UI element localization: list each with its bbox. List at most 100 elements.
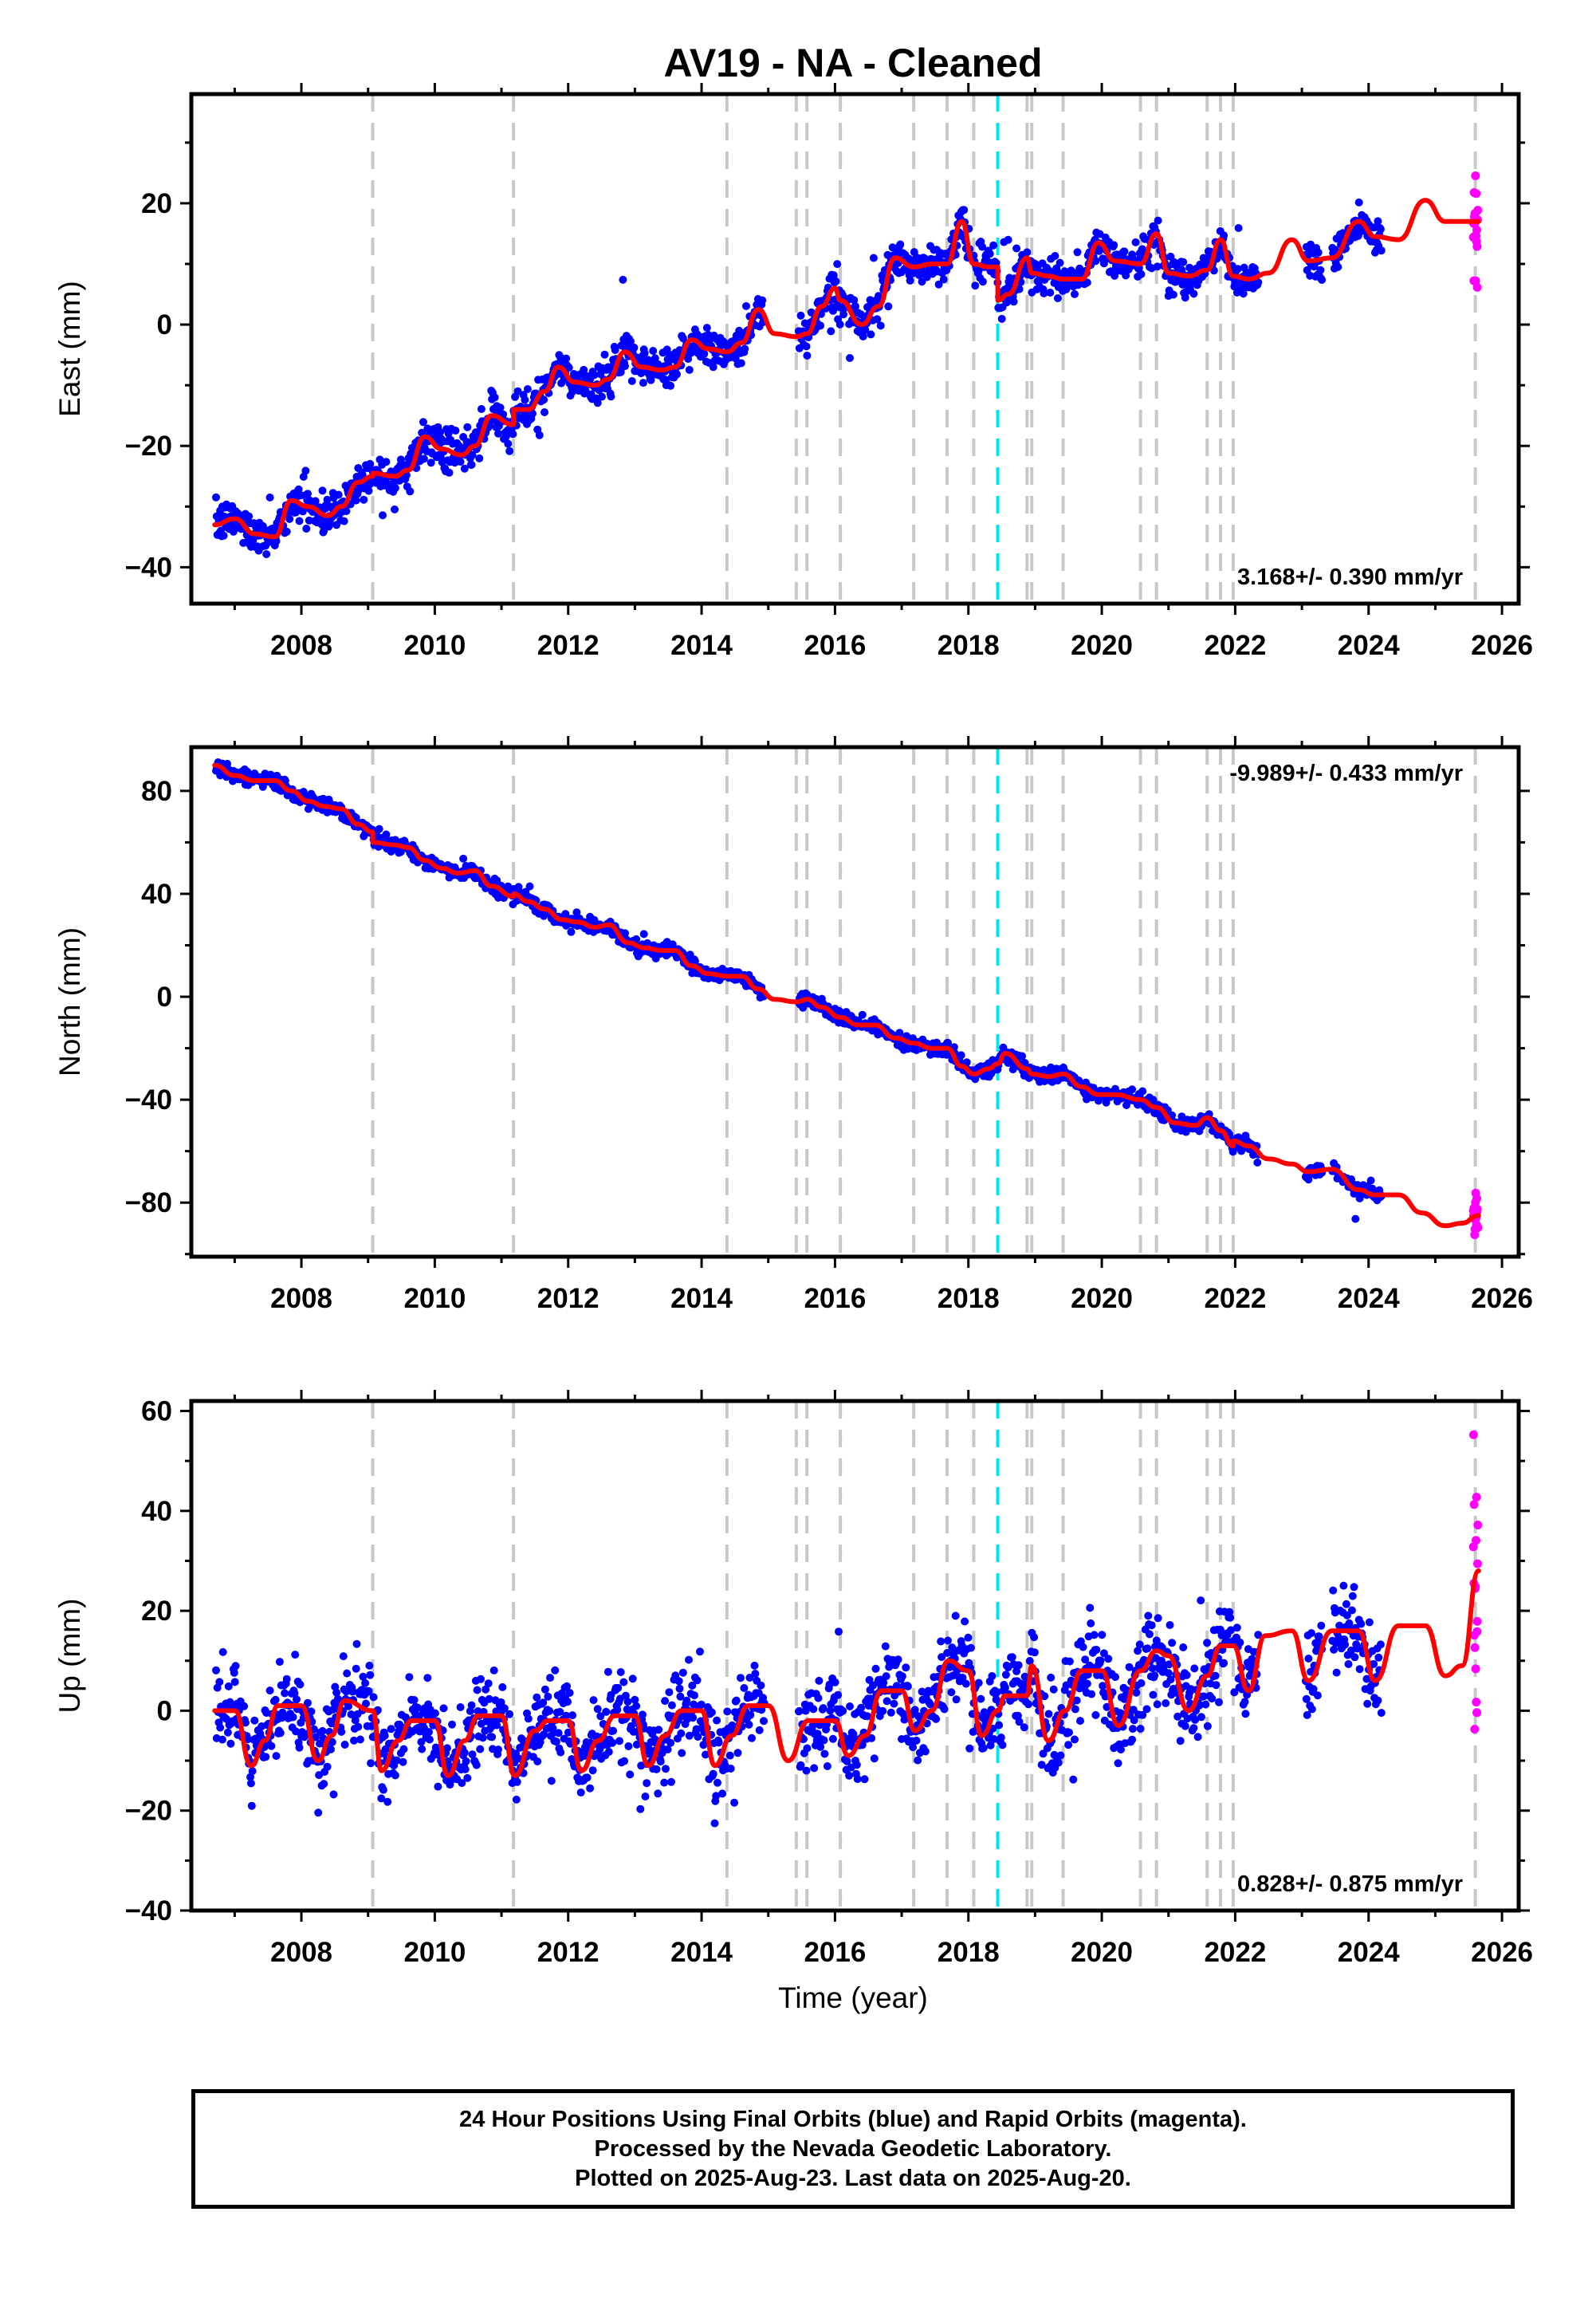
rate-label: 3.168+/- 0.390 mm/yr (1237, 565, 1463, 590)
final-orbit-point (379, 511, 387, 520)
x-tick-label: 2016 (804, 1937, 866, 1968)
final-orbit-point (667, 1777, 675, 1786)
final-orbit-point (816, 321, 825, 330)
final-orbit-point (498, 1682, 507, 1691)
final-orbit-point (1087, 1690, 1096, 1698)
plot-area (212, 94, 1483, 604)
final-orbit-point (267, 1741, 276, 1750)
final-orbit-point (846, 1702, 854, 1710)
final-orbit-point (533, 1757, 542, 1765)
final-orbit-point (1137, 1678, 1146, 1687)
final-orbit-point (1081, 1655, 1090, 1664)
final-orbit-point (1083, 1679, 1091, 1688)
final-orbit-point (484, 1679, 493, 1688)
plot-area (212, 1401, 1483, 1911)
final-orbit-point (616, 1668, 625, 1676)
y-tick-label: 80 (141, 776, 172, 807)
final-orbit-point (1138, 245, 1147, 254)
final-orbit-point (674, 1677, 683, 1686)
final-orbit-point (666, 1738, 675, 1747)
final-orbit-point (1098, 1631, 1107, 1639)
x-tick-label: 2018 (938, 1937, 1000, 1968)
final-orbit-point (827, 327, 835, 336)
final-orbit-point (1215, 1698, 1223, 1706)
final-orbit-point (709, 363, 717, 372)
final-orbit-point (926, 1700, 934, 1709)
final-orbit-point (1304, 1655, 1313, 1663)
model-curve (212, 1568, 1481, 1778)
final-orbit-point (488, 1733, 497, 1741)
final-orbit-point (1099, 1649, 1108, 1658)
final-orbit-point (846, 354, 854, 362)
final-orbit-point (1317, 1621, 1326, 1630)
final-orbit-point (212, 493, 220, 502)
final-orbit-point (1342, 1611, 1351, 1619)
final-orbit-point (296, 1680, 305, 1689)
final-orbit-point (974, 1678, 983, 1687)
final-orbit-point (740, 1684, 749, 1692)
final-orbit-point (1138, 1087, 1147, 1096)
final-orbit-point (1315, 1632, 1323, 1641)
final-orbit-point (596, 1712, 605, 1721)
final-orbit-point (684, 355, 693, 364)
final-orbit-point (1190, 1664, 1199, 1673)
final-orbit-point (1149, 1690, 1158, 1699)
final-orbit-point (302, 525, 311, 533)
final-orbit-point (1347, 1606, 1356, 1615)
final-orbit-point (482, 1685, 490, 1694)
final-orbit-point (439, 1704, 448, 1713)
final-orbit-point (1096, 1656, 1105, 1665)
x-tick-label: 2014 (670, 630, 733, 661)
final-orbit-point (1197, 1713, 1205, 1722)
final-orbit-point (1130, 1716, 1138, 1725)
final-orbit-point (1199, 1692, 1208, 1701)
final-orbit-point (1168, 1639, 1177, 1647)
final-orbit-point (1015, 1718, 1024, 1726)
final-orbit-point (1203, 1722, 1212, 1730)
final-orbit-point (352, 1639, 361, 1648)
final-orbit-point (456, 1703, 465, 1711)
final-orbit-point (292, 1727, 301, 1736)
final-orbit-point (796, 311, 805, 320)
final-orbit-point (478, 1734, 487, 1742)
final-orbit-point (590, 371, 599, 380)
final-orbit-point (632, 1740, 641, 1749)
final-orbit-point (460, 1749, 469, 1757)
final-orbit-point (871, 1664, 880, 1673)
final-orbit-point (246, 1773, 254, 1781)
final-orbit-point (360, 495, 368, 504)
final-orbit-point (921, 1747, 930, 1756)
final-orbit-point (218, 1647, 227, 1656)
final-orbit-point (1374, 217, 1382, 226)
final-orbit-point (819, 1704, 827, 1713)
final-orbit-point (1095, 246, 1103, 255)
final-orbit-point (1316, 266, 1325, 274)
x-tick-label: 2008 (270, 1937, 332, 1968)
final-orbit-point (295, 1743, 304, 1752)
final-orbit-point (1039, 1749, 1048, 1758)
final-orbit-point (240, 1702, 249, 1710)
final-orbit-point (834, 1690, 843, 1699)
final-orbit-point (301, 466, 310, 475)
final-orbit-point (241, 1718, 250, 1727)
rapid-orbit-point (1472, 225, 1481, 234)
final-orbit-point (410, 1696, 419, 1704)
final-orbit-point (814, 1694, 823, 1702)
final-orbit-point (609, 1726, 618, 1735)
final-orbit-point (493, 1721, 501, 1730)
final-orbit-point (1131, 238, 1140, 246)
y-tick-label: 40 (141, 879, 172, 910)
final-orbit-point (354, 1722, 363, 1731)
final-orbit-point (463, 1773, 472, 1782)
final-orbit-point (696, 1647, 704, 1656)
final-orbit-point (1181, 293, 1189, 302)
final-orbit-point (751, 1670, 760, 1678)
final-orbit-point (271, 1695, 280, 1704)
final-orbit-point (745, 1720, 753, 1729)
final-orbit-point (289, 1713, 297, 1722)
final-orbit-point (399, 1757, 407, 1766)
final-orbit-point (248, 1767, 257, 1776)
final-orbit-point (568, 1711, 577, 1720)
final-orbit-point (1025, 1657, 1034, 1665)
final-orbit-point (1366, 1176, 1375, 1185)
